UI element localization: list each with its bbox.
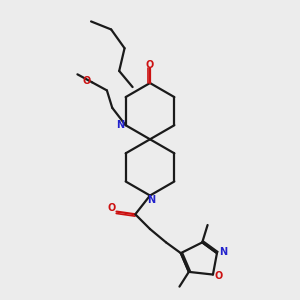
Text: O: O xyxy=(215,271,223,281)
Text: O: O xyxy=(145,60,153,70)
Text: O: O xyxy=(82,76,90,86)
Text: N: N xyxy=(219,247,227,257)
Text: N: N xyxy=(116,120,124,130)
Text: O: O xyxy=(108,203,116,213)
Text: N: N xyxy=(147,195,155,205)
